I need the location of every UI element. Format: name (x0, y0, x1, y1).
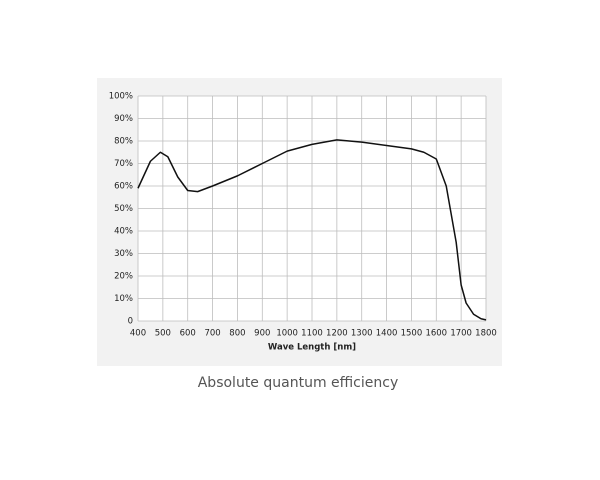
caption: Absolute quantum efficiency (198, 375, 399, 391)
x-tick-label: 500 (155, 329, 171, 339)
x-tick-label: 900 (254, 329, 270, 339)
x-tick-label: 1700 (450, 329, 472, 339)
y-tick-label: 30% (114, 249, 133, 259)
x-tick-label: 700 (204, 329, 220, 339)
y-tick-label: 90% (114, 114, 133, 124)
x-tick-label: 1400 (376, 329, 398, 339)
x-tick-label: 1000 (276, 329, 298, 339)
x-tick-label: 1200 (326, 329, 348, 339)
data-line (137, 139, 487, 321)
y-tick-label: 100% (109, 92, 133, 102)
x-tick-label: 600 (180, 329, 196, 339)
x-tick-label: 1300 (351, 329, 373, 339)
x-tick-label: 1800 (475, 329, 497, 339)
x-tick-label: 1100 (301, 329, 323, 339)
y-tick-label: 50% (114, 204, 133, 214)
y-tick-label: 80% (114, 137, 133, 147)
y-tick-label: 70% (114, 159, 133, 169)
x-tick-label: 800 (229, 329, 245, 339)
x-tick-label: 1600 (425, 329, 447, 339)
x-tick-label: 400 (130, 329, 146, 339)
y-tick-label: 0 (128, 317, 133, 327)
y-tick-label: 20% (114, 272, 133, 282)
y-tick-label: 40% (114, 227, 133, 237)
x-tick-label: 1500 (401, 329, 423, 339)
y-tick-label: 10% (114, 294, 133, 304)
y-tick-label: 60% (114, 182, 133, 192)
x-axis-label: Wave Length [nm] (268, 343, 356, 353)
